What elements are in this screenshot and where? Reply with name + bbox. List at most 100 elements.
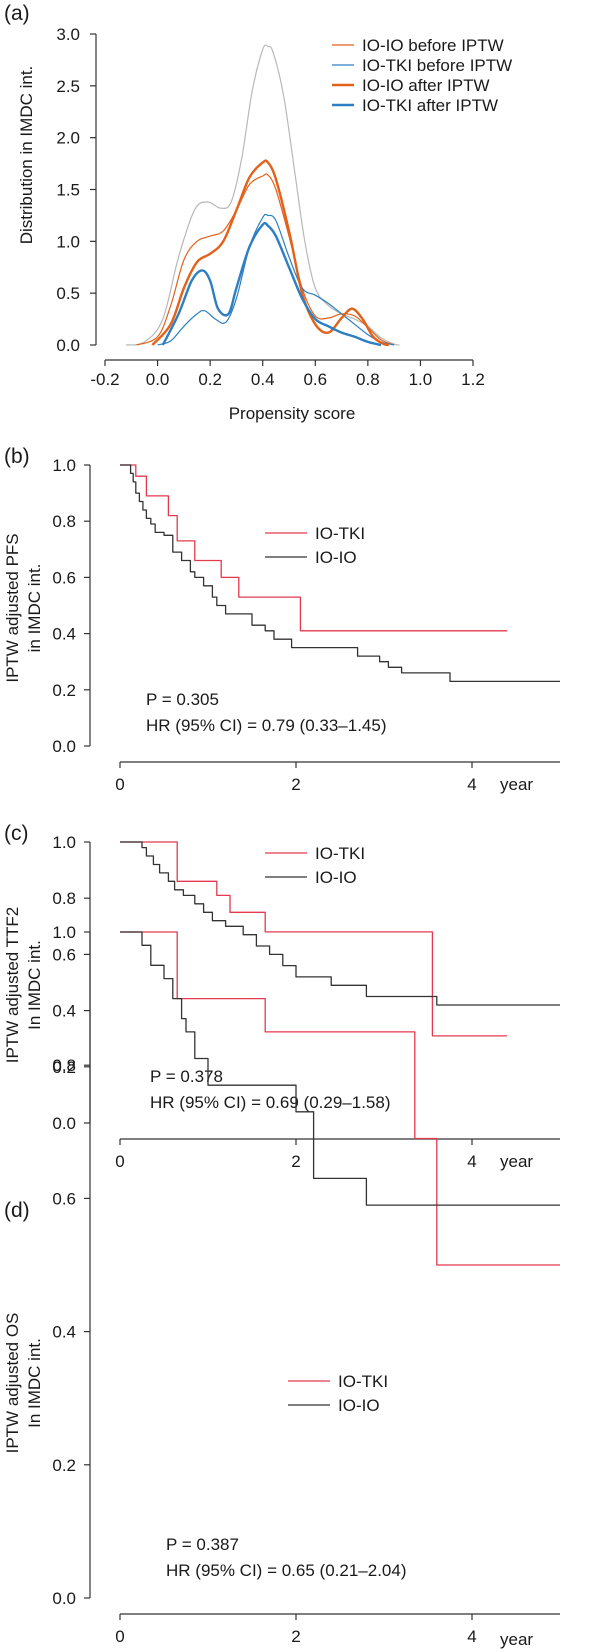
- panel-d-y-tick-label: 0.8: [52, 1056, 76, 1075]
- panel-c-xlabel: year: [500, 1152, 533, 1171]
- panel-a-y-tick-label: 2.0: [56, 129, 80, 148]
- panel-a-series-io-io-after-iptw: [151, 159, 390, 347]
- panel-b-y-tick-label: 0.2: [52, 681, 76, 700]
- panel-b-ylabel-line1: IPTW adjusted PFS: [3, 533, 22, 682]
- panel-d-x-tick-label: 4: [467, 1627, 476, 1646]
- panel-a-x-tick-label: -0.2: [90, 370, 119, 389]
- panel-c-legend-label-io-io: IO-IO: [315, 868, 357, 887]
- panel-a-series-io-tki-after-iptw: [161, 221, 382, 347]
- panel-b-p-value: P = 0.305: [146, 690, 219, 709]
- panel-c-series-io-io: [120, 841, 560, 1006]
- panel-a-legend-label-io-io-after-iptw: IO-IO after IPTW: [362, 76, 490, 95]
- panel-c-series: [120, 841, 560, 1037]
- panel-a-ylabel: Distribution in IMDC int.: [17, 66, 36, 245]
- panel-d-p-value: P = 0.387: [166, 1535, 239, 1554]
- panel-b-y-tick-label: 1.0: [52, 456, 76, 475]
- panel-d-x-tick-label: 0: [115, 1627, 124, 1646]
- panel-b-legend: IO-TKI IO-IO: [265, 524, 365, 567]
- panel-d-y-tick-label: 0.4: [52, 1323, 76, 1342]
- panel-b-x-tick-label: 0: [115, 775, 124, 794]
- panel-a-x-tick-label: 1.2: [461, 370, 485, 389]
- panel-a-y-tick-label: 1.0: [56, 232, 80, 251]
- panel-d: (d) IPTW adjusted OS In IMDC int. year P…: [3, 923, 560, 1649]
- panel-d-ylabel-line2: In IMDC int.: [25, 1338, 44, 1428]
- panel-a-series-background-density: [125, 44, 400, 346]
- panel-b-y-tick-label: 0.0: [52, 737, 76, 756]
- panel-a-x-tick-label: 1.0: [409, 370, 433, 389]
- panel-d-y-tick-label: 0.2: [52, 1456, 76, 1475]
- panel-a-y-tick-label: 2.5: [56, 77, 80, 96]
- panel-b-legend-label-io-io: IO-IO: [315, 548, 357, 567]
- panel-c-series-io-tki: [120, 841, 508, 1037]
- panel-b: (b) IPTW adjusted PFS in IMDC int. year …: [3, 445, 560, 794]
- panel-a-xlabel: Propensity score: [229, 404, 356, 423]
- panel-b-legend-label-io-tki: IO-TKI: [315, 524, 365, 543]
- panel-b-xlabel: year: [500, 775, 533, 794]
- panel-d-series-io-tki: [120, 931, 560, 1266]
- panel-d-legend-label-io-io: IO-IO: [338, 1396, 380, 1415]
- panel-c-y-tick-label: 0.4: [52, 1002, 76, 1021]
- panel-d-series: [120, 931, 560, 1266]
- panel-b-hazard-ratio: HR (95% CI) = 0.79 (0.33–1.45): [146, 716, 386, 735]
- panel-a-y-tick-label: 0.0: [56, 336, 80, 355]
- panel-c-y-tick-label: 0.8: [52, 889, 76, 908]
- panel-c-ylabel-line2: In IMDC int.: [25, 940, 44, 1030]
- panel-d-xlabel: year: [500, 1630, 533, 1649]
- panel-a-legend-label-io-io-before-iptw: IO-IO before IPTW: [362, 36, 504, 55]
- panel-a-axes: -0.2 0.0 0.2 0.4 0.6 0.8 1.0 1.2 0.0 0.5 1.0 1.5 2.0…: [56, 25, 484, 389]
- panel-a-legend-label-io-tki-before-iptw: IO-TKI before IPTW: [362, 56, 512, 75]
- panel-c-y-tick-label: 0.0: [52, 1114, 76, 1133]
- panel-b-series-io-tki: [120, 464, 508, 632]
- panel-a-y-tick-label: 0.5: [56, 284, 80, 303]
- panel-a-x-tick-label: 0.4: [251, 370, 275, 389]
- panel-b-x-tick-label: 4: [467, 775, 476, 794]
- panel-b-y-tick-label: 0.8: [52, 512, 76, 531]
- panel-b-series: [120, 464, 560, 683]
- panel-c-y-tick-label: 1.0: [52, 833, 76, 852]
- panel-c-p-value: P = 0.378: [150, 1067, 223, 1086]
- panel-d-y-tick-label: 0.6: [52, 1189, 76, 1208]
- panel-c-y-tick-label: 0.6: [52, 945, 76, 964]
- panel-d-x-tick-label: 2: [291, 1627, 300, 1646]
- panel-c-label: (c): [4, 822, 29, 845]
- panel-b-y-tick-label: 0.6: [52, 568, 76, 587]
- panel-d-legend-label-io-tki: IO-TKI: [338, 1372, 388, 1391]
- panel-c-legend-label-io-tki: IO-TKI: [315, 844, 365, 863]
- panel-a-y-tick-label: 1.5: [56, 181, 80, 200]
- panel-a-label: (a): [4, 2, 30, 25]
- panel-d-axes: 0 2 4 0.0 0.2 0.4 0.6 0.8 1.0: [52, 923, 560, 1646]
- panel-c-legend: IO-TKI IO-IO: [265, 844, 365, 887]
- panel-d-y-tick-label: 1.0: [52, 923, 76, 942]
- panel-b-x-tick-label: 2: [291, 775, 300, 794]
- panel-c-x-tick-label: 4: [467, 1152, 476, 1171]
- panel-a-legend-label-io-tki-after-iptw: IO-TKI after IPTW: [362, 96, 498, 115]
- panel-a-x-tick-label: 0.6: [303, 370, 327, 389]
- panel-d-y-tick-label: 0.0: [52, 1589, 76, 1608]
- panel-d-series-io-io: [120, 931, 560, 1206]
- panel-a-series-io-tki-before-iptw: [157, 213, 395, 346]
- panel-a-x-tick-label: 0.0: [146, 370, 170, 389]
- panel-b-series-io-io: [120, 464, 560, 683]
- panel-a-x-tick-label: 0.2: [198, 370, 222, 389]
- panel-b-label: (b): [4, 445, 30, 468]
- panel-b-y-tick-label: 0.4: [52, 625, 76, 644]
- panel-c-axes: 0 2 4 0.0 0.2 0.4 0.6 0.8 1.0: [52, 833, 560, 1171]
- panel-c-hazard-ratio: HR (95% CI) = 0.69 (0.29–1.58): [150, 1093, 390, 1112]
- panel-a-y-tick-label: 3.0: [56, 25, 80, 44]
- panel-c-y-tick-label: 0.2: [52, 1058, 76, 1077]
- panel-c-x-tick-label: 0: [115, 1152, 124, 1171]
- panel-a: (a) Distribution in IMDC int. Propensity…: [4, 2, 512, 423]
- panel-d-label: (d): [4, 1199, 30, 1222]
- panel-b-ylabel-line2: in IMDC int.: [25, 564, 44, 653]
- panel-c: (c) IPTW adjusted TTF2 In IMDC int. year…: [3, 822, 560, 1171]
- panel-b-axes: 0 2 4 0.0 0.2 0.4 0.6 0.8 1.0: [52, 456, 560, 794]
- panel-d-ylabel-line1: IPTW adjusted OS: [3, 1313, 22, 1454]
- panel-d-legend: IO-TKI IO-IO: [288, 1372, 388, 1415]
- panel-d-hazard-ratio: HR (95% CI) = 0.65 (0.21–2.04): [166, 1561, 406, 1580]
- panel-a-series: [125, 44, 400, 347]
- panel-c-ylabel-line1: IPTW adjusted TTF2: [3, 907, 22, 1064]
- panel-a-x-tick-label: 0.8: [356, 370, 380, 389]
- panel-a-series-io-io-before-iptw: [136, 173, 395, 346]
